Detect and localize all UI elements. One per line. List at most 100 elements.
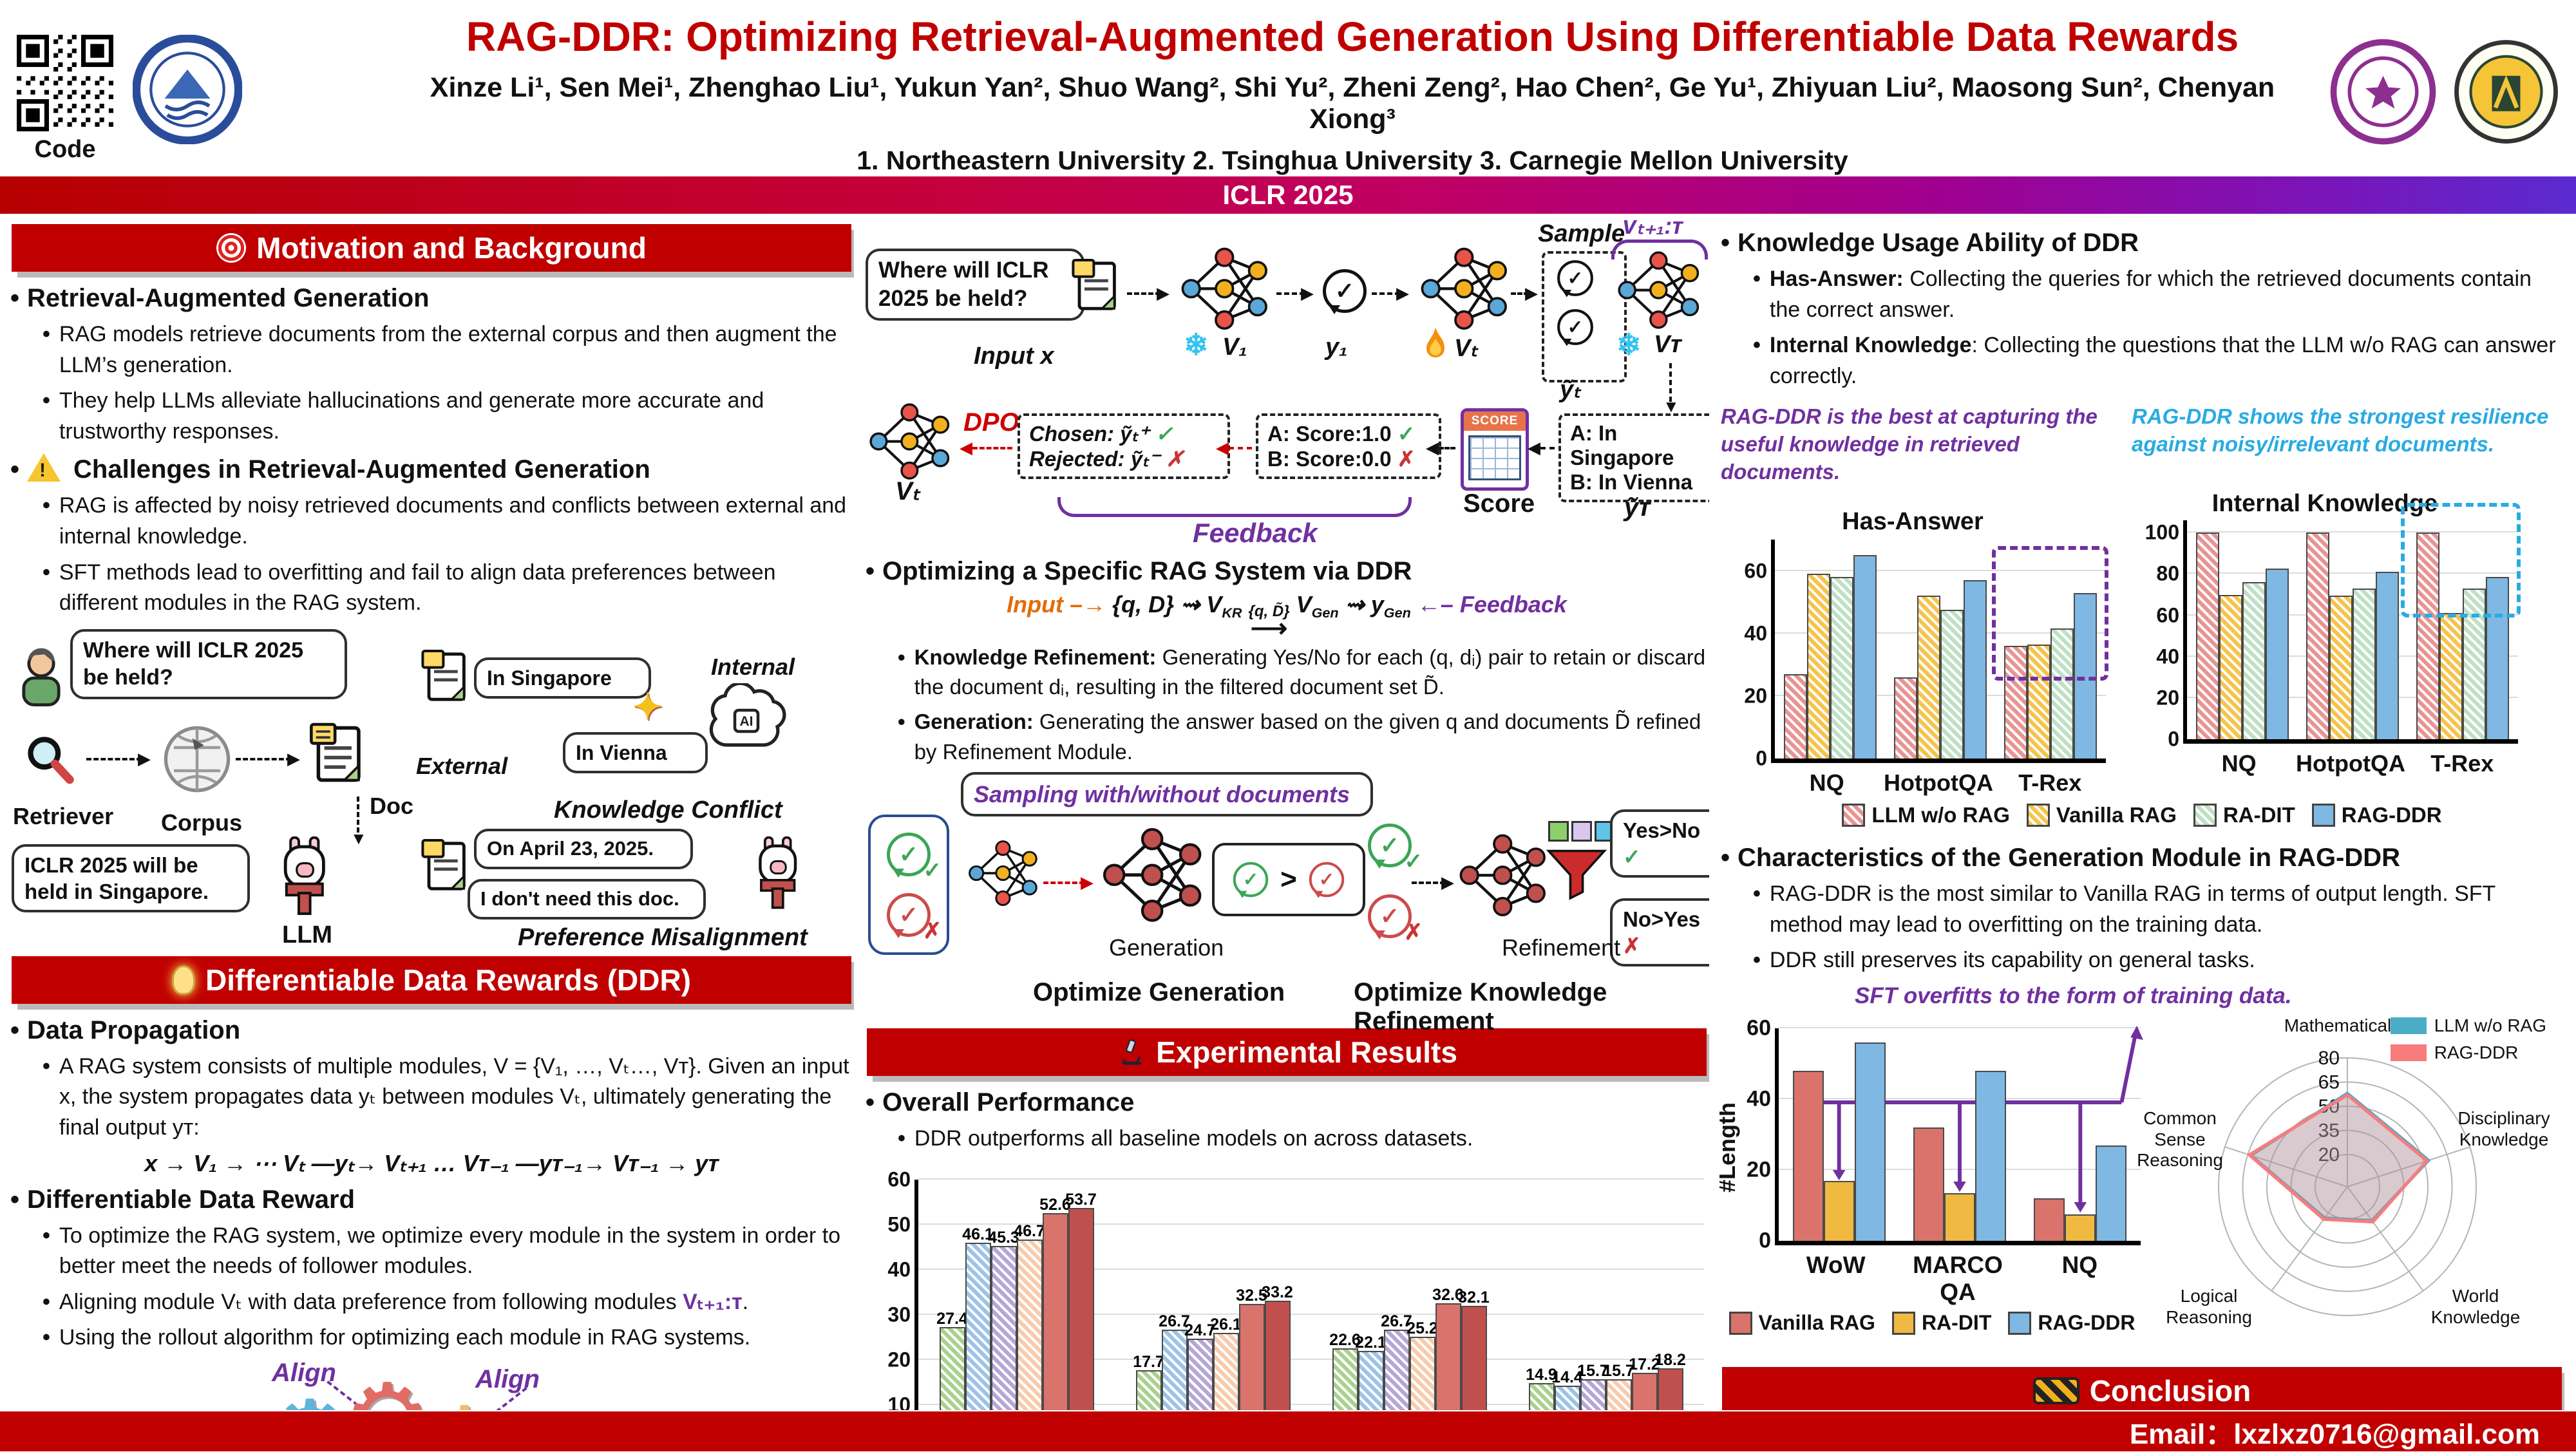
bar: 33.2 — [1262, 1283, 1293, 1410]
gridline — [1779, 1027, 2141, 1029]
question-bubble: Where will ICLR 2025 be held? — [70, 628, 347, 699]
conference-banner: ICLR 2025 — [0, 176, 2576, 214]
arrow — [357, 796, 359, 833]
bullet-item: Using the rollout algorithm for optimizi… — [43, 1323, 854, 1353]
bar-value: 32.1 — [1458, 1288, 1490, 1306]
bar — [2463, 588, 2486, 740]
arrowhead-icon: ◀ — [1528, 438, 1540, 457]
y-tick-label: 40 — [2156, 645, 2179, 668]
arrowhead-icon: ◀ — [1426, 438, 1439, 457]
bullet-rag: Retrieval-Augmented Generation — [10, 282, 853, 314]
cyan-note: RAG-DDR shows the strongest resilience a… — [2132, 404, 2549, 457]
negative-response-icon: ✓ ✗ — [887, 892, 942, 943]
poster-header: Code RAG-DDR: Optimizing Retrieval-Augme… — [0, 0, 2576, 176]
bar-value: 14.4 — [1551, 1368, 1583, 1386]
motivation-figure: Where will ICLR 2025 be held? ▶ ▶ Retrie… — [9, 624, 854, 952]
arrowhead-icon: ▶ — [1396, 283, 1409, 303]
bar: 32.6 — [1432, 1286, 1464, 1410]
answers-box: A: In Singapore B: In Vienna — [1558, 413, 1709, 502]
bar-value: 32.6 — [1432, 1286, 1464, 1305]
vt-label: Vₜ — [1454, 335, 1478, 362]
bar: 25.2 — [1406, 1319, 1438, 1410]
bullet-item: Knowledge Refinement: Generating Yes/No … — [898, 643, 1709, 702]
bar — [2195, 533, 2219, 740]
bar-value: 25.2 — [1406, 1319, 1438, 1337]
magnifier-icon — [28, 737, 74, 784]
llm-reject-bubble: I don't need this doc. — [468, 878, 706, 919]
bar-group — [2020, 1028, 2141, 1241]
bar-value: 27.4 — [936, 1309, 968, 1328]
ddr-pipeline-figure: Where will ICLR 2025 be held? Input x ▶ … — [864, 220, 1709, 555]
radar-axis-label: Logical Reasoning — [2166, 1286, 2252, 1327]
arrow — [1412, 881, 1445, 884]
generation-label: Generation — [1109, 934, 1224, 961]
bar-group: 22.6 22.1 26.7 25.2 32.6 32.1 — [1311, 1180, 1508, 1410]
bar-group — [1885, 540, 1995, 759]
legend-item: Vanilla RAG — [1728, 1311, 1875, 1335]
bar-value: 22.6 — [1329, 1331, 1361, 1350]
positive-response-icon: ✓ ✓ — [887, 832, 942, 883]
bullet-item: Has-Answer: Collecting the queries for w… — [1753, 264, 2564, 325]
y-tick-label: 80 — [2156, 561, 2179, 585]
warning-icon: ! — [27, 453, 61, 482]
bullet-item: Generation: Generating the answer based … — [898, 707, 1709, 766]
arrowhead-icon: ▶ — [287, 748, 300, 768]
bar: 14.4 — [1551, 1368, 1583, 1410]
input-x-label: Input x — [974, 343, 1054, 370]
bar — [2375, 572, 2399, 740]
legend-label: RA-DIT — [1921, 1311, 1992, 1335]
bar — [1893, 677, 1917, 759]
internal-knowledge-chart: 0 20 40 60 80 100 NQ HotpotQA T-Rex — [2145, 502, 2521, 777]
section-title: Differentiable Data Rewards (DDR) — [205, 963, 692, 997]
x-axis: WoW MARCO QA NQ — [1775, 1245, 2141, 1306]
has-answer-chart: 0 20 40 60 NQ HotpotQA T-Rex — [1744, 540, 2109, 797]
x-category-label: WoW — [1806, 1252, 1866, 1279]
tsinghua-university-logo — [2330, 39, 2436, 145]
gridline — [918, 1178, 1704, 1180]
optimize-generation-label: Optimize Generation — [1033, 977, 1285, 1006]
gridline — [2187, 572, 2518, 574]
svg-text:20: 20 — [2318, 1144, 2340, 1165]
x-category-label: T-Rex — [2018, 769, 2082, 797]
poster-affiliations: 1. Northeastern University 2. Tsinghua U… — [857, 146, 1848, 176]
x-axis: NQ HotpotQA T-Rex — [2183, 744, 2518, 777]
retriever-label: Retriever — [13, 802, 114, 829]
x-category-label: MARCO QA — [1913, 1252, 2003, 1306]
bar — [2352, 588, 2376, 740]
header-right — [2289, 9, 2559, 145]
score-box: A: Score:1.0 ✓ B: Score:0.0 ✗ — [1256, 413, 1441, 479]
arrowhead-icon: ▶ — [1441, 872, 1454, 892]
bar — [2416, 533, 2440, 740]
bar: 15.7 — [1603, 1362, 1634, 1410]
contact-email: Email：lxzlxz0716@gmail.com — [2129, 1419, 2540, 1450]
person-icon — [22, 648, 61, 706]
neural-network-icon — [1419, 246, 1510, 332]
bullet-item: A RAG system consists of multiple module… — [43, 1051, 854, 1144]
column-motivation: Motivation and Background Retrieval-Augm… — [9, 220, 854, 1410]
bar-value: 22.1 — [1355, 1333, 1387, 1352]
bar — [2329, 596, 2353, 740]
bar-value: 46.7 — [1014, 1222, 1045, 1241]
yt-label: ỹₜ — [1560, 376, 1581, 403]
internal-knowledge-block: Internal Knowledge 0 20 40 60 80 100 NQ HotpotQ… — [2132, 490, 2521, 797]
purple-note: RAG-DDR is the best at capturing the use… — [1721, 404, 2098, 484]
y-tick-label: 30 — [887, 1303, 911, 1326]
gridline — [918, 1404, 1704, 1406]
bar — [2439, 613, 2463, 740]
arrow — [1127, 292, 1160, 295]
feedback-brace — [1057, 497, 1412, 517]
radar-chart-block: 20 35 50 65 80 Mathematical Disciplinary Kno… — [2137, 1012, 2550, 1359]
data-propagation-formula: x → V₁ → ⋯ Vₜ —yₜ→ Vₜ₊₁ … Vᴛ₋₁ —yᴛ₋₁→ Vᴛ… — [144, 1149, 719, 1176]
bar: 32.5 — [1236, 1287, 1267, 1410]
sampling-bubble: Sampling with/without documents — [961, 771, 1373, 816]
arrowhead-icon: ▶ — [138, 748, 151, 768]
barrier-icon — [2032, 1377, 2079, 1405]
legend-swatch — [2008, 1311, 2032, 1335]
neural-network-icon — [868, 402, 952, 481]
bar: 46.1 — [962, 1225, 994, 1410]
northeastern-university-logo — [133, 35, 242, 144]
arrowhead-icon: ▶ — [1157, 283, 1170, 303]
qr-code-label: Code — [34, 136, 96, 163]
arrow — [1229, 447, 1252, 449]
y-tick-label: 10 — [887, 1393, 911, 1410]
